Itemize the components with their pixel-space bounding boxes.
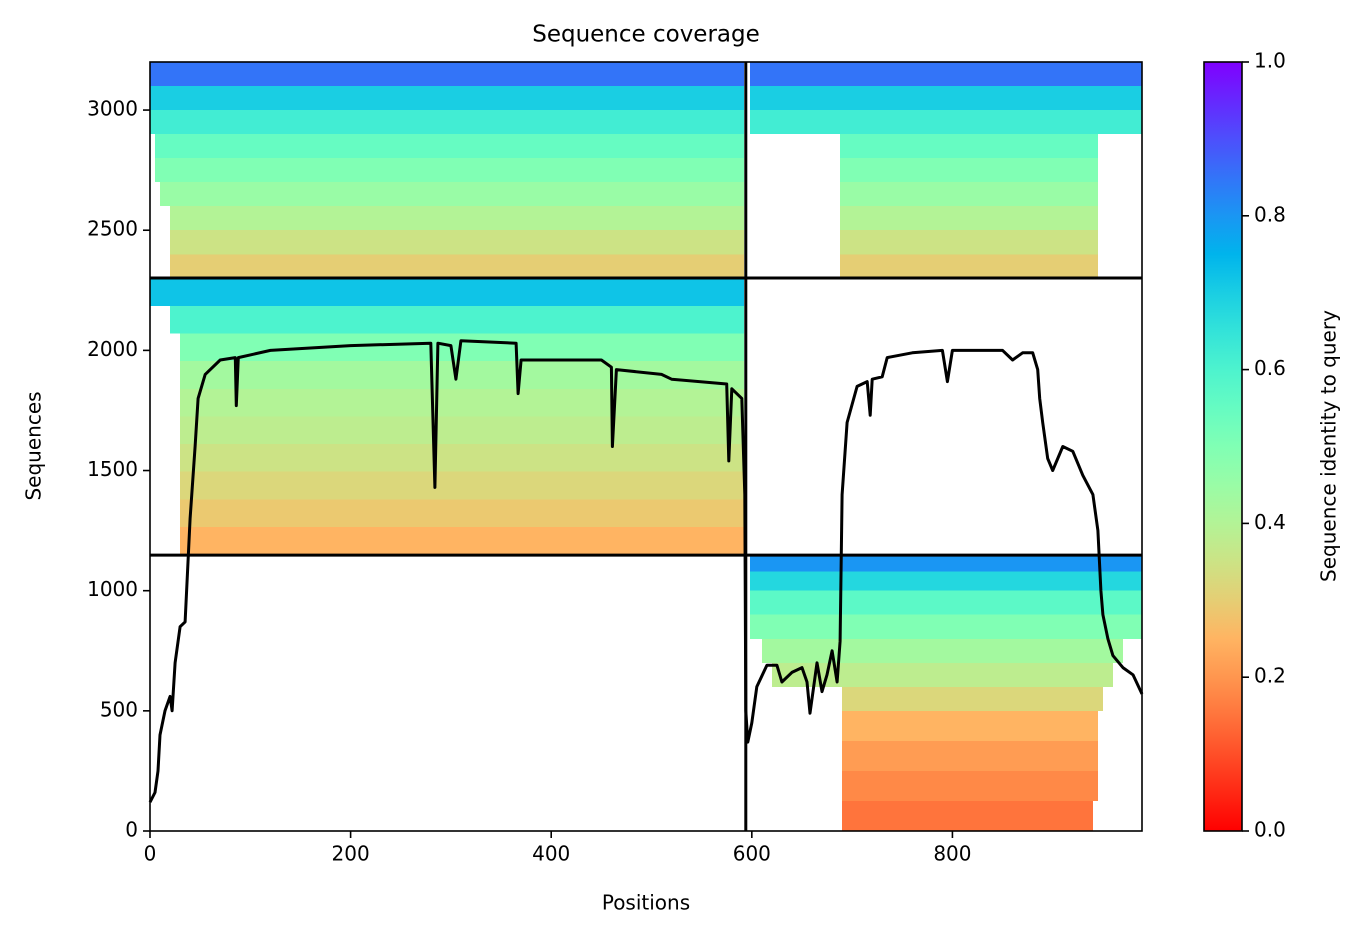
x-tick-label: 200 [332, 842, 370, 866]
colorbar-tick-label: 0.6 [1254, 356, 1286, 380]
colorbar-tick-label: 0.8 [1254, 202, 1286, 226]
coverage-block [180, 499, 744, 528]
x-tick-label: 800 [933, 842, 971, 866]
coverage-block [180, 527, 744, 555]
colorbar [1203, 61, 1243, 832]
coverage-block [180, 361, 744, 389]
coverage-block [160, 182, 744, 207]
y-tick-label: 500 [100, 697, 138, 721]
coverage-block [180, 444, 744, 472]
x-axis-label: Positions [602, 891, 690, 915]
coverage-block [749, 554, 1142, 572]
x-tick-label: 600 [733, 842, 771, 866]
coverage-block [840, 182, 1098, 207]
coverage-block [840, 206, 1098, 231]
coverage-block [840, 134, 1098, 159]
coverage-block [150, 110, 744, 135]
coverage-block [749, 590, 1142, 615]
x-tick-label: 0 [144, 842, 157, 866]
coverage-block [150, 86, 744, 111]
coverage-block [180, 471, 744, 500]
coverage-block [180, 333, 744, 362]
coverage-block [150, 278, 744, 306]
coverage-block [749, 614, 1142, 639]
colorbar-tick-label: 0.0 [1254, 818, 1286, 842]
y-tick-label: 3000 [87, 97, 138, 121]
y-tick-label: 0 [125, 818, 138, 842]
colorbar-tick-label: 1.0 [1254, 49, 1286, 73]
coverage-block [150, 62, 744, 87]
coverage-block [749, 571, 1142, 591]
y-tick-label: 2000 [87, 337, 138, 361]
colorbar-label: Sequence identity to query [1317, 310, 1341, 582]
chart-title: Sequence coverage [532, 22, 760, 48]
y-tick-label: 1000 [87, 577, 138, 601]
colorbar-tick-label: 0.4 [1254, 510, 1286, 534]
coverage-block [749, 110, 1142, 135]
coverage-block [180, 388, 744, 417]
coverage-block [842, 686, 1103, 711]
coverage-block [180, 416, 744, 445]
y-tick-label: 1500 [87, 457, 138, 481]
coverage-block [840, 158, 1098, 183]
coverage-line [148, 339, 1144, 803]
y-axis-label: Sequences [22, 391, 46, 500]
coverage-block [749, 86, 1142, 111]
coverage-block [170, 230, 744, 255]
coverage-block [170, 305, 744, 334]
y-tick-label: 2500 [87, 217, 138, 241]
coverage-block [170, 254, 744, 279]
coverage-block [761, 638, 1123, 663]
plot-frame [149, 61, 1143, 832]
coverage-block [840, 230, 1098, 255]
coverage-block [170, 206, 744, 231]
coverage-block [155, 158, 744, 183]
coverage-block [842, 800, 1093, 831]
coverage-block [842, 740, 1098, 771]
coverage-block [840, 254, 1098, 279]
x-tick-label: 400 [532, 842, 570, 866]
coverage-block [842, 710, 1098, 741]
coverage-block [749, 62, 1142, 87]
coverage-block [155, 134, 744, 159]
colorbar-tick-label: 0.2 [1254, 664, 1286, 688]
coverage-block [842, 770, 1098, 801]
